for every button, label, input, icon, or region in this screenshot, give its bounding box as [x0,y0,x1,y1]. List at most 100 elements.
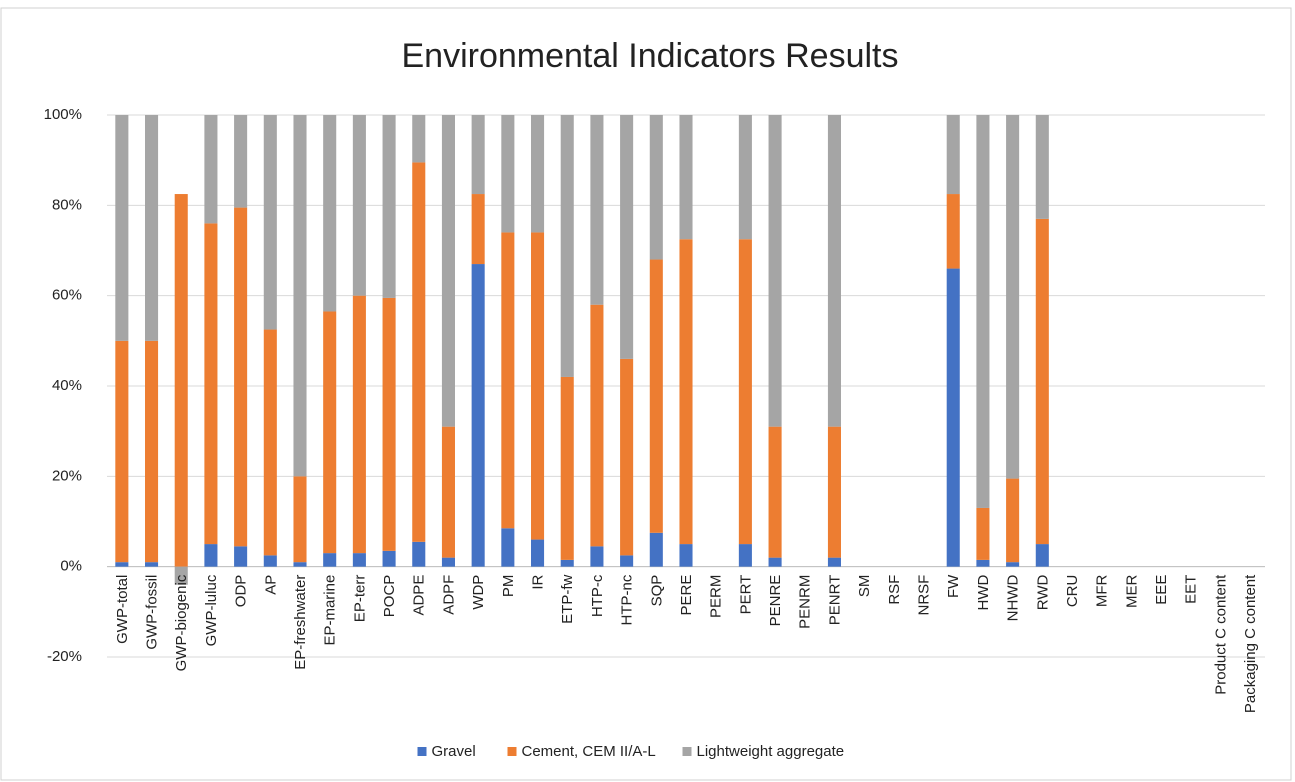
bar-segment [145,115,159,341]
bar-segment [204,115,218,224]
bar-segment [946,268,960,567]
bar-segment [471,264,485,567]
bar-segment [1006,478,1020,563]
bar-segment [234,546,248,567]
x-tick-label: MER [1123,575,1140,609]
bar-segment [352,295,366,554]
legend-swatch [507,747,517,756]
x-tick-label: EET [1183,575,1200,604]
x-tick-label: ADPE [411,575,428,616]
x-tick-label: HTP-nc [619,574,636,625]
x-tick-label: Packaging C content [1242,574,1259,713]
x-tick-label: SQP [648,575,665,607]
x-tick-label: EP-marine [322,575,339,646]
x-tick-label: NRSF [916,575,933,616]
bar-segment [1006,115,1020,479]
legend-label: Gravel [432,743,476,760]
bar-segment [174,566,188,585]
bar-segment [412,115,426,163]
bar-segment [738,115,752,240]
bar-segment [1006,562,1020,567]
bar-segment [145,340,159,563]
bar-segment [234,115,248,208]
bar-segment [471,115,485,195]
bar-segment [679,115,693,240]
legend-label: Lightweight aggregate [697,743,845,760]
bar-segment [263,555,277,567]
bar-segment [1035,218,1049,545]
x-tick-label: PENRT [826,575,843,626]
bar-segment [560,115,574,377]
bar-segment [827,557,841,567]
bar-segment [234,207,248,547]
x-tick-label: NHWD [1005,575,1022,622]
x-tick-label: FW [945,574,962,598]
x-tick-label: PERE [678,575,695,616]
x-tick-label: ETP-fw [559,575,576,624]
bar-segment [827,426,841,558]
x-tick-label: GWP-fossil [144,575,161,650]
bar-segment [649,115,663,260]
y-tick-label: 40% [52,377,82,394]
bar-segment [115,115,129,341]
bar-segment [441,426,455,558]
x-tick-label: PENRE [767,575,784,627]
y-tick-label: 60% [52,287,82,304]
legend-label: Cement, CEM II/A-L [522,743,656,760]
bar-segment [441,557,455,567]
x-tick-label: POCP [381,575,398,618]
bar-segment [412,541,426,567]
bar-segment [679,544,693,567]
x-tick-label: EP-terr [351,575,368,623]
y-tick-label: 100% [44,106,82,123]
bar-segment [531,539,545,567]
bar-segment [620,555,634,567]
x-tick-label: EP-freshwater [292,575,309,670]
x-tick-label: WDP [470,575,487,610]
bar-segment [976,507,990,560]
x-tick-label: CRU [1064,575,1081,608]
bar-segment [976,559,990,567]
x-tick-label: Product C content [1212,574,1229,695]
bar-segment [382,115,396,298]
chart-frame [0,7,1292,781]
bar-segment [531,115,545,233]
bar-segment [115,340,129,563]
bar-segment [204,223,218,545]
x-tick-label: PM [500,575,517,598]
x-tick-label: ODP [233,575,250,608]
bar-segment [738,544,752,567]
bar-segment [352,115,366,296]
bar-segment [323,311,337,554]
x-tick-label: PERM [708,575,725,618]
bar-segment [174,194,188,567]
bar-segment [323,553,337,567]
bar-segment [1035,115,1049,219]
chart-title: Environmental Indicators Results [401,37,898,75]
bar-segment [145,562,159,567]
x-tick-label: HWD [975,575,992,611]
bar-segment [1035,544,1049,567]
legend-swatch [417,747,427,756]
bar-segment [471,194,485,265]
bar-segment [946,194,960,269]
bar-segment [441,115,455,427]
x-tick-label: MFR [1094,575,1111,608]
y-tick-label: -20% [47,648,82,665]
bar-segment [293,476,307,563]
y-tick-label: 20% [52,467,82,484]
x-tick-label: ADPF [440,575,457,615]
bar-segment [293,115,307,477]
x-tick-label: GWP-luluc [203,574,220,646]
bar-segment [768,115,782,427]
bar-segment [590,304,604,547]
bar-segment [590,115,604,305]
x-tick-label: RSF [886,575,903,605]
bar-segment [115,562,129,567]
bar-segment [679,239,693,545]
y-tick-label: 80% [52,196,82,213]
bar-segment [382,297,396,551]
x-tick-label: AP [262,575,279,595]
x-tick-label: HTP-c [589,574,606,617]
